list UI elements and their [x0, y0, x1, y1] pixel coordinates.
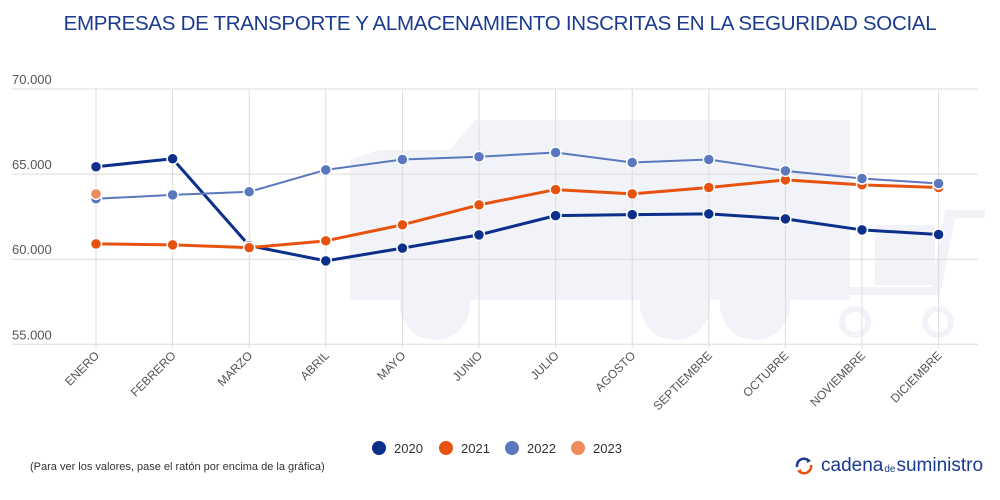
data-point[interactable]	[549, 183, 562, 196]
legend-label: 2021	[461, 441, 490, 456]
x-tick-label: ABRIL	[297, 348, 332, 383]
series-line	[95, 151, 939, 200]
data-point[interactable]	[549, 146, 562, 159]
data-point[interactable]	[702, 153, 716, 166]
x-tick-label: DICIEMBRE	[888, 349, 945, 406]
data-point[interactable]	[396, 218, 409, 232]
data-point[interactable]	[625, 187, 639, 201]
data-point[interactable]	[89, 237, 103, 251]
legend-marker	[571, 441, 585, 455]
x-tick-label: JUNIO	[450, 349, 485, 384]
y-tick-label: 65.000	[12, 157, 52, 172]
refresh-arrows-icon	[795, 457, 813, 475]
logo-text-suministro: suministro	[896, 455, 984, 476]
x-tick-label: NOVIEMBRE	[807, 349, 868, 410]
legend-item-2023[interactable]: 2023	[571, 441, 622, 456]
x-tick-label: ENERO	[62, 349, 102, 389]
chart-title-text: EMPRESAS DE TRANSPORTE Y ALMACENAMIENTO …	[63, 12, 937, 35]
x-tick-label: OCTUBRE	[740, 349, 791, 400]
data-point[interactable]	[549, 209, 562, 222]
series-line	[95, 157, 939, 263]
data-point[interactable]	[855, 223, 869, 237]
series-2023[interactable]	[89, 187, 103, 201]
chart-title: EMPRESAS DE TRANSPORTE Y ALMACENAMIENTO …	[0, 12, 1000, 36]
legend-label: 2022	[527, 441, 556, 456]
y-tick-label: 55.000	[12, 327, 52, 342]
data-point[interactable]	[89, 187, 103, 201]
data-point[interactable]	[166, 238, 179, 252]
brand-logo: cadena de suministro	[793, 455, 983, 477]
hover-note: (Para ver los valores, pase el ratón por…	[30, 461, 325, 473]
legend-marker	[439, 441, 453, 455]
data-point[interactable]	[855, 172, 869, 185]
legend-item-2022[interactable]: 2022	[505, 441, 556, 456]
data-point[interactable]	[932, 228, 945, 241]
x-tick-label: SEPTIEMBRE	[650, 349, 715, 414]
data-point[interactable]	[625, 208, 639, 221]
data-point[interactable]	[166, 188, 179, 202]
data-point[interactable]	[779, 164, 792, 178]
data-point[interactable]	[702, 207, 716, 221]
series-line	[95, 178, 939, 250]
y-tick-label: 60.000	[12, 242, 52, 257]
data-point[interactable]	[702, 181, 716, 194]
data-point[interactable]	[319, 254, 333, 268]
data-point[interactable]	[242, 185, 256, 199]
data-point[interactable]	[472, 198, 486, 212]
legend-marker	[372, 441, 386, 455]
legend-item-2020[interactable]: 2020	[372, 441, 423, 456]
y-tick-label: 70.000	[12, 72, 52, 87]
truck-watermark	[350, 120, 985, 340]
x-tick-label: MAYO	[374, 349, 408, 383]
x-tick-label: JULIO	[528, 349, 562, 383]
data-point[interactable]	[242, 241, 256, 254]
x-tick-label: AGOSTO	[592, 349, 638, 395]
legend-label: 2023	[593, 441, 622, 456]
data-point[interactable]	[396, 153, 409, 166]
data-point[interactable]	[166, 152, 179, 166]
logo-text-cadena: cadena	[821, 455, 884, 476]
series-2022[interactable]	[89, 146, 945, 206]
x-tick-label: FEBRERO	[128, 349, 179, 400]
x-tick-label: MARZO	[215, 349, 256, 390]
data-point[interactable]	[319, 234, 333, 248]
data-point[interactable]	[472, 228, 486, 242]
data-point[interactable]	[396, 241, 409, 255]
legend-label: 2020	[394, 441, 423, 456]
legend-marker	[505, 441, 519, 455]
legend-item-2021[interactable]: 2021	[439, 441, 490, 456]
data-point[interactable]	[319, 163, 333, 177]
data-point[interactable]	[625, 156, 639, 169]
data-point[interactable]	[779, 212, 792, 226]
series-2021[interactable]	[89, 173, 945, 254]
data-point[interactable]	[89, 160, 103, 174]
data-point[interactable]	[932, 177, 945, 190]
data-point[interactable]	[472, 150, 486, 163]
logo-text-de: de	[884, 463, 896, 475]
